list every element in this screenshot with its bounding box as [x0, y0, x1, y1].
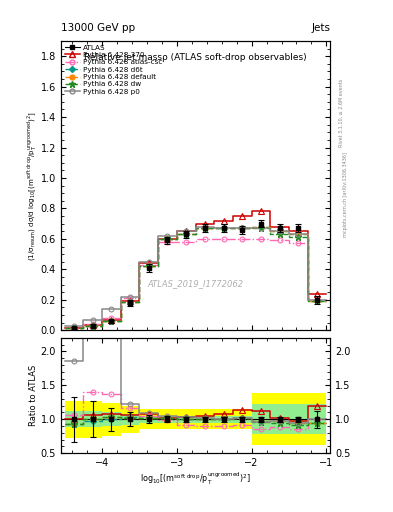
- Text: 13000 GeV pp: 13000 GeV pp: [61, 23, 135, 33]
- X-axis label: log$_{10}$[(m$^{\rm soft\ drop}$/p$_{\rm T}^{\rm ungroomed}$)$^{2}$]: log$_{10}$[(m$^{\rm soft\ drop}$/p$_{\rm…: [140, 471, 251, 487]
- Text: Relative jet massρ (ATLAS soft-drop observables): Relative jet massρ (ATLAS soft-drop obse…: [84, 53, 307, 61]
- Text: Jets: Jets: [311, 23, 330, 33]
- Y-axis label: Ratio to ATLAS: Ratio to ATLAS: [29, 365, 38, 426]
- Text: Rivet 3.1.10, ≥ 2.6M events: Rivet 3.1.10, ≥ 2.6M events: [339, 78, 343, 147]
- Legend: ATLAS, Pythia 6.428 370, Pythia 6.428 atlas-csc, Pythia 6.428 d6t, Pythia 6.428 : ATLAS, Pythia 6.428 370, Pythia 6.428 at…: [63, 43, 164, 96]
- Text: ATLAS_2019_I1772062: ATLAS_2019_I1772062: [147, 280, 244, 288]
- Y-axis label: (1/σ$_{\rm resum}$) dσ/d log$_{10}$[(m$^{\rm soft\ drop}$/p$_{\rm T}^{\rm ungroo: (1/σ$_{\rm resum}$) dσ/d log$_{10}$[(m$^…: [26, 111, 39, 261]
- Text: mcplots.cern.ch [arXiv:1306.3436]: mcplots.cern.ch [arXiv:1306.3436]: [343, 152, 348, 237]
